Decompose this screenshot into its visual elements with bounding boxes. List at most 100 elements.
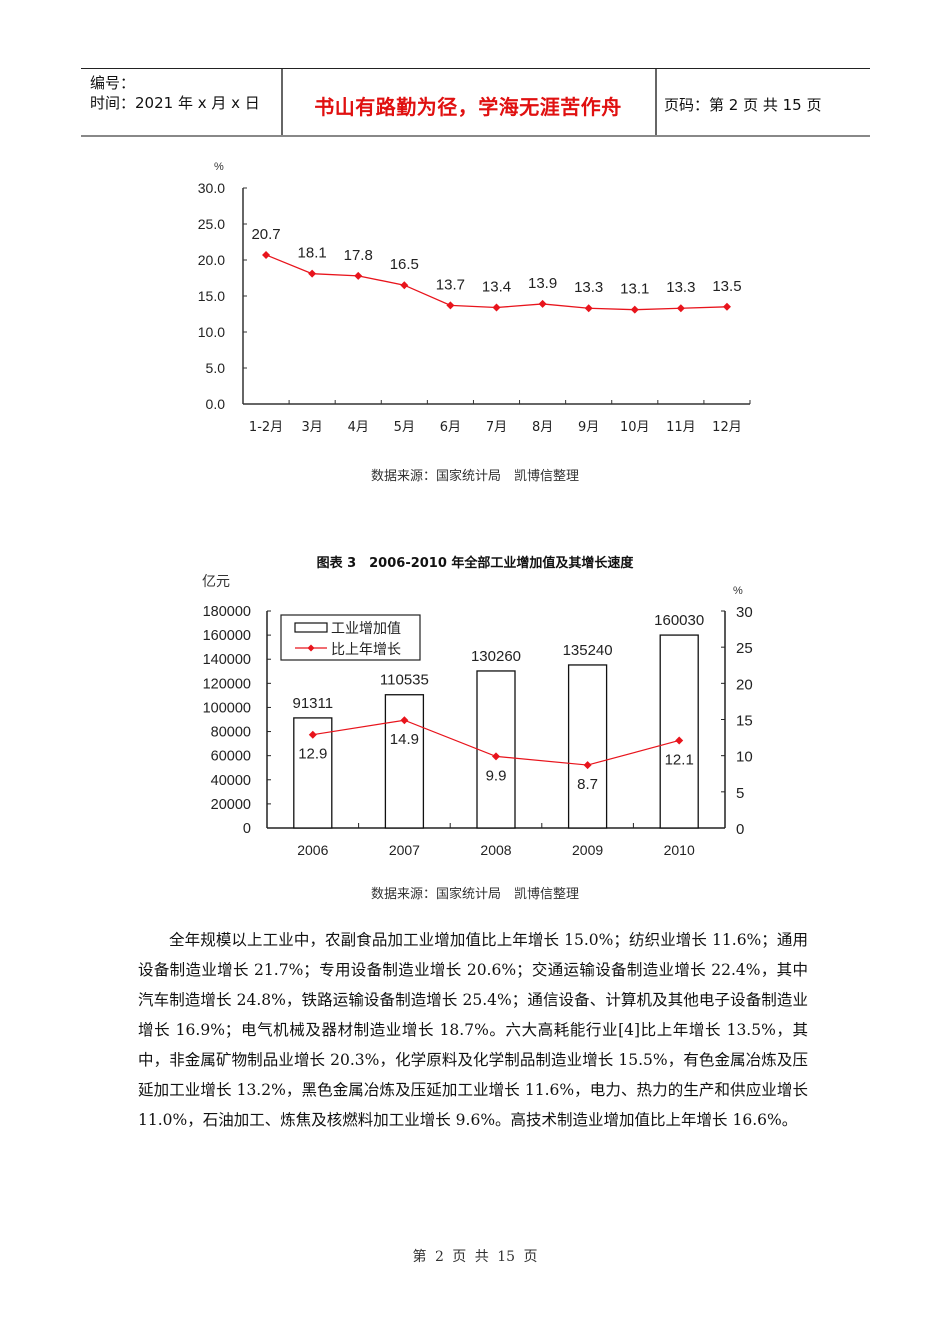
right-y-tick-label: 25 [736,640,753,657]
data-point-marker [675,736,684,745]
data-label: 13.5 [712,278,741,295]
x-tick-label: 1-2月 [249,420,283,435]
left-axis-unit: 亿元 [202,574,230,590]
left-y-tick-label: 80000 [211,725,251,741]
header-divider [655,69,657,135]
x-tick-label: 2009 [572,842,603,858]
x-tick-label: 4月 [348,420,369,435]
data-point-marker [308,730,317,739]
growth-value-label: 9.9 [486,767,507,784]
left-y-tick-label: 140000 [203,652,251,668]
data-point-marker [308,269,317,278]
body-paragraph: 全年规模以上工业中，农副食品加工业增加值比上年增长 15.0%；纺织业增长 11… [138,925,808,1135]
left-y-tick-label: 120000 [203,676,251,692]
data-point-marker [584,304,593,313]
y-tick-label: 5.0 [206,360,226,376]
data-point-marker [583,761,592,770]
x-tick-label: 2006 [297,842,328,858]
data-label: 17.8 [344,247,373,264]
data-point-marker [492,752,500,761]
y-tick-label: 25.0 [198,216,225,232]
data-point-marker [400,281,409,290]
growth-value-label: 12.1 [665,751,694,768]
right-y-tick-label: 10 [736,749,753,766]
x-tick-label: 5月 [394,420,415,435]
data-label: 20.7 [251,226,280,243]
right-y-tick-label: 15 [736,713,753,730]
data-label: 13.3 [666,279,695,296]
paragraph-text: 全年规模以上工业中，农副食品加工业增加值比上年增长 15.0%；纺织业增长 11… [138,931,808,1129]
x-tick-label: 7月 [486,420,507,435]
data-point-marker [630,305,639,314]
left-y-tick-label: 20000 [211,797,251,813]
data-point-marker [400,716,409,725]
x-tick-label: 9月 [578,420,599,435]
bar-2007 [384,694,425,829]
data-point-marker [676,304,685,313]
y-tick-label: 20.0 [198,252,225,268]
monthly-growth-line-chart: % 0.0 5.0 10.0 15.0 20.0 25.0 30.0 20.7 1-2月 18.1 3… [198,161,751,435]
left-y-tick-label: 160000 [203,628,251,644]
document-header: 编号： 时间：2021 年 x 月 x 日 书山有路勤为径，学海无涯苦作舟 页码… [81,68,870,137]
x-tick-label: 3月 [301,420,322,435]
legend-bar-swatch [294,622,328,633]
y-axis-unit: % [214,161,224,173]
growth-value-label: 8.7 [577,776,598,793]
growth-value-label: 14.9 [390,731,419,748]
x-tick-label: 10月 [620,420,650,435]
right-y-tick-label: 20 [736,676,753,693]
bar-value-label: 160030 [654,612,704,629]
data-point-marker [262,250,271,259]
right-y-tick-label: 0 [736,821,744,838]
chart1-source: 数据来源：国家统计局 凯博信整理 [370,469,579,484]
data-label: 13.9 [528,275,557,292]
x-tick-label: 11月 [666,420,696,435]
y-tick-label: 15.0 [198,288,225,304]
data-label: 13.1 [620,281,649,298]
data-label: 13.3 [574,279,603,296]
x-tick-label: 8月 [532,420,553,435]
bar-value-label: 91311 [292,695,333,712]
y-tick-label: 10.0 [198,324,225,340]
bar-value-label: 130260 [471,648,521,665]
x-tick-label: 6月 [440,420,461,435]
y-tick-label: 30.0 [198,180,225,196]
bar-2008 [476,670,516,829]
data-point-marker [492,303,501,312]
left-y-tick-label: 0 [243,821,251,837]
header-page-info: 页码：第 2 页 共 15 页 [664,96,822,114]
x-tick-label: 12月 [712,420,742,435]
y-tick-label: 0.0 [206,396,226,412]
industrial-value-combo-chart: 亿元% 0 20000 40000 60000 80000 100000 120000 1400… [202,574,753,858]
data-label: 18.1 [298,245,327,262]
data-label: 16.5 [390,256,419,273]
left-y-tick-label: 100000 [203,700,251,716]
bar-value-label: 135240 [563,642,613,659]
chart2-title: 图表 3 2006-2010 年全部工业增加值及其增长速度 [316,556,634,571]
left-y-tick-label: 60000 [211,749,251,765]
left-y-tick-label: 180000 [203,604,251,620]
header-divider [281,69,283,135]
header-meta: 编号： 时间：2021 年 x 月 x 日 [90,73,260,113]
left-y-tick-label: 40000 [211,773,251,789]
data-label: 13.4 [482,279,511,296]
data-label: 13.7 [436,276,465,293]
x-tick-label: 2007 [389,842,420,858]
bar-2009 [567,664,608,829]
header-motto: 书山有路勤为径，学海无涯苦作舟 [314,95,622,119]
x-tick-label: 2008 [480,842,511,858]
data-point-marker [446,301,455,310]
growth-value-label: 12.9 [298,746,327,763]
legend-label: 工业增加值 [331,621,401,637]
right-y-tick-label: 5 [736,785,744,802]
data-point-marker [307,644,315,652]
data-point-marker [722,302,731,311]
data-point-marker [538,299,547,308]
x-tick-label: 2010 [664,842,695,858]
legend-label: 比上年增长 [331,642,401,658]
time-label: 时间：2021 年 x 月 x 日 [90,94,260,112]
chart2-source: 数据来源：国家统计局 凯博信整理 [370,887,579,902]
right-y-tick-label: 30 [736,604,753,621]
number-label: 编号： [90,74,136,92]
bar-value-label: 110535 [380,672,429,689]
